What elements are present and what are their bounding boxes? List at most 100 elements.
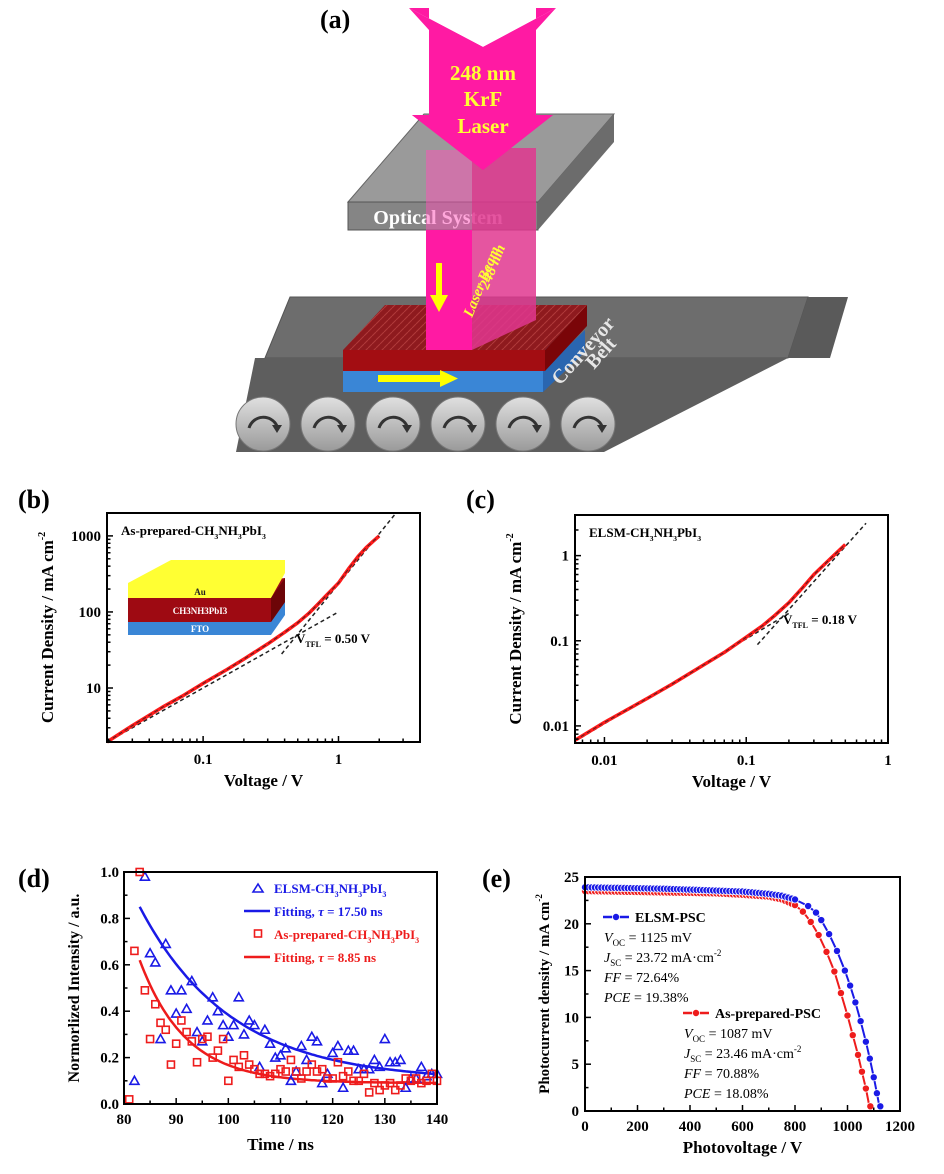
x-tick-label: 0.01 [591,753,617,769]
vtfl-annotation: VTFL = 0.18 V [783,612,858,630]
data-point-circle [857,1067,866,1076]
data-point-triangle [149,956,162,967]
data-point-square [370,1078,379,1088]
stat-value: = 72.64% [621,971,679,986]
data-point-square [151,999,160,1009]
stat-symbol: J [604,951,611,966]
data-point-triangle [279,1042,292,1053]
y-axis-label-text: Current Density / mA cm [38,540,57,723]
data-point-square [177,1016,186,1025]
x-tick-label: 100 [217,1112,240,1128]
data-point-triangle [185,974,198,986]
x-axis-label: Photovoltage / V [683,1138,803,1157]
data-point-circle [817,916,826,925]
inset-layer-label: Au [194,587,206,597]
data-point-circle [804,902,813,911]
data-point-triangle [415,1060,428,1072]
legend-label: Fitting, τ = 8.85 ns [274,950,376,965]
chart-e-jv-curves: 0 200 400 600 800 1000 1200 0 5 10 15 20 25 Photovolt… [534,870,915,1157]
data-point-square [250,1064,259,1074]
data-point-square [375,1085,384,1095]
legend-label-part: ELSM-CH [274,881,335,896]
stat-subscript: SC [610,958,621,968]
stat-value: = 19.38% [630,991,688,1006]
legend-label-part: PbI [362,881,382,896]
data-point-square [349,1076,358,1086]
data-point-circle [876,1102,885,1111]
data-point-triangle [326,1046,339,1058]
y-tick-label: 0.4 [100,1004,119,1020]
stat-value: = 23.46 mA·cm [701,1047,794,1062]
data-point-square [323,1074,332,1083]
text-part: NH [218,523,238,538]
stat-line: VOC = 1125 mV [604,931,692,948]
legend-marker-circle [612,913,621,922]
data-curve [574,543,847,742]
vtfl-subscript: TFL [792,621,808,630]
conveyor-rollers [235,396,616,452]
x-tick-label: 140 [426,1112,449,1128]
data-point-circle [856,1017,865,1026]
stat-symbol: V [604,931,614,946]
stat-value: = 70.88% [701,1067,759,1082]
x-axis-label: Time / ns [247,1135,314,1154]
legend-label: As-prepared-PSC [715,1007,821,1022]
x-tick-label: 1200 [885,1119,915,1135]
y-axis-label-text: Current Density / mA cm [506,542,525,725]
x-tick-label: 130 [374,1112,397,1128]
stat-superscript: -2 [714,948,722,958]
vtfl-symbol: V [296,631,306,646]
data-point-square [229,1055,238,1065]
rotation-arrow-icon [507,415,539,429]
data-point-triangle [295,1039,308,1051]
data-point-square [364,1088,374,1097]
x-axis-label: Voltage / V [224,771,304,790]
stat-line: FF = 72.64% [603,971,680,986]
data-point-triangle [337,1081,349,1093]
down-arrow-icon [430,263,448,312]
roller [300,396,356,452]
legend-label-part: 3 [382,890,386,899]
y-axis-label: Current Density / mA cm-2 [37,532,57,723]
plot-frame [574,514,889,744]
chart-title: ELSM-CH3NH3PbI3 [589,525,701,543]
legend-label-part: Fitting, [274,950,318,965]
data-point-square [255,1069,264,1079]
data-point-square [427,1069,437,1079]
laser-text-line3: Laser [457,114,508,138]
data-point-square [244,1060,254,1069]
stat-line: VOC = 1087 mV [684,1027,772,1044]
data-point-circle [861,1037,870,1046]
inset-layer-label: CH3NH3PbI3 [173,606,228,616]
data-point-square [192,1057,202,1067]
x-tick-label: 120 [321,1112,344,1128]
data-point-triangle [248,1018,261,1030]
x-tick-label: 200 [626,1119,649,1135]
data-point-triangle [154,1032,167,1044]
data-point-square [291,1067,301,1076]
y-axis-label: Normorlized Intensity / a.u. [66,894,83,1083]
data-point-triangle [243,1014,256,1025]
rotation-arrowhead-icon [272,425,282,433]
data-point-circle [846,981,855,990]
data-point-square [218,1034,228,1044]
subscript: 3 [214,532,218,541]
vtfl-symbol: V [783,612,793,627]
data-point-triangle [300,1053,313,1065]
data-point-square [187,1037,197,1046]
x-tick-label: 400 [679,1119,702,1135]
data-point-triangle [311,1035,323,1046]
data-point-triangle [191,1025,203,1037]
panel-label-e: (e) [482,864,511,893]
data-point-square [328,1074,337,1083]
fit-line-dashed [106,611,339,743]
y-tick-label: 5 [572,1057,580,1073]
y-tick-label: 25 [564,870,579,886]
inset-layer-label: FTO [191,624,209,634]
vtfl-subscript: TFL [305,640,321,649]
data-point-circle [791,895,800,904]
y-axis-label-superscript: -2 [37,532,48,540]
y-tick-label: 0.0 [100,1097,119,1113]
legend-label-part: 3 [367,936,371,945]
